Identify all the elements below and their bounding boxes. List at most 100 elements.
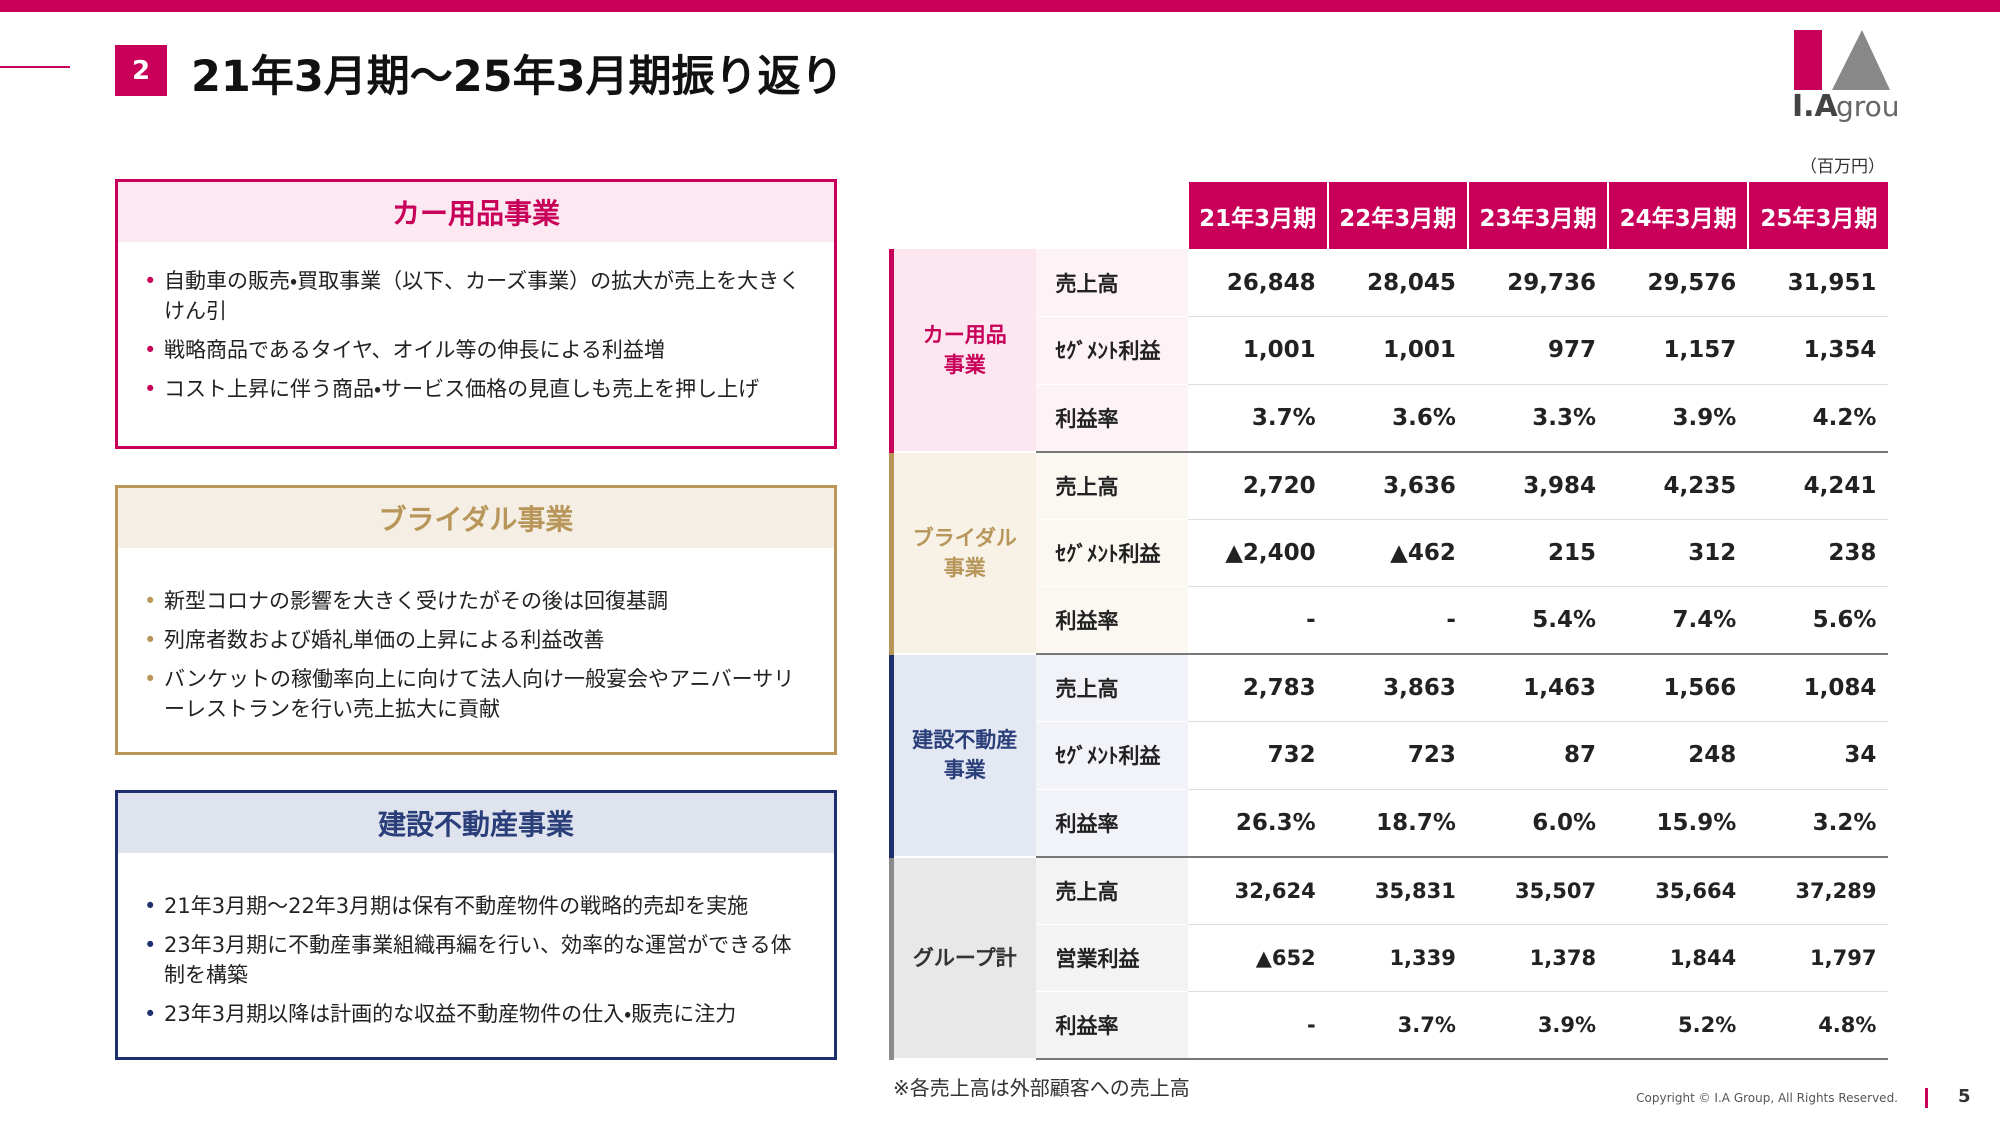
segment-name-line: 事業 — [943, 758, 986, 783]
segment-name-line: ブライダル — [912, 525, 1017, 550]
cell-value: 3.2% — [1748, 789, 1889, 858]
row-label: 利益率 — [1035, 586, 1188, 655]
cell-value: 2,720 — [1187, 451, 1328, 520]
segment-name-line: グループ計 — [912, 945, 1017, 970]
table-row: 利益率 - -5.4% 7.4% 5.6% — [892, 586, 1889, 655]
cell-value: 1,339 — [1327, 924, 1468, 992]
bullet: バンケットの稼働率向上に向けて法人向け一般宴会やアニバーサリーレストランを行い売… — [144, 664, 812, 724]
blank — [1036, 182, 1188, 249]
table-row: 利益率 26.3% 18.7% 6.0% 15.9% 3.2% — [892, 789, 1889, 858]
cell-value: 723 — [1327, 721, 1468, 790]
cell-value: 35,507 — [1467, 856, 1609, 925]
segment-name-line: 建設不動産 — [912, 728, 1018, 753]
cell-value: 29,576 — [1608, 249, 1749, 317]
cell-value: 3.9% — [1608, 384, 1749, 453]
cell-value: - — [1187, 586, 1328, 655]
cell-value: 3.6% — [1327, 384, 1468, 453]
row-label: ｾｸﾞﾒﾝﾄ利益 — [1035, 721, 1188, 790]
unit: （百万円） — [1800, 157, 1885, 177]
panel: 建設不動産事業 21年3月期～22年3月期は保有不動産物件の戦略的売却を実施 23年… — [115, 790, 837, 1060]
segment-name: ブライダル 事業 — [889, 451, 1036, 655]
cell-value: 37,289 — [1748, 856, 1889, 925]
top-bar — [0, 0, 2000, 12]
row-label: 売上高 — [1035, 856, 1188, 925]
panel-title: カー用品事業 — [118, 182, 834, 242]
table-row: ｾｸﾞﾒﾝﾄ利益 ▲2,400 ▲462 215 312 238 — [892, 519, 1889, 587]
row-label: 利益率 — [1035, 991, 1188, 1060]
cell-value: 15.9% — [1608, 789, 1749, 858]
cell-value: 6.0% — [1467, 789, 1609, 858]
cell-value: ▲652 — [1187, 924, 1328, 992]
row-label: 売上高 — [1035, 654, 1188, 722]
cell-value: 3,984 — [1467, 451, 1609, 520]
cell-value: 26,848 — [1187, 249, 1328, 317]
bullet: 23年3月期に不動産事業組織再編を行い、効率的な運営ができる体制を構築 — [144, 930, 812, 990]
cell-value: 1,001 — [1187, 316, 1328, 385]
cell-value: 31,951 — [1748, 249, 1889, 317]
accent-line — [0, 66, 70, 68]
bullet: 列席者数および婚礼単価の上昇による利益改善 — [144, 625, 812, 655]
header-row: 21年3月期 22年3月期 23年3月期 24年3月期 25年3月期 — [892, 182, 1889, 249]
bullet-list: 自動車の販売・買取事業（以下、カーズ事業）の拡大が売上を大きくけん引戦略商品であ… — [118, 242, 834, 404]
cell-value: 238 — [1748, 519, 1889, 587]
cell-value: 7.4% — [1608, 586, 1749, 655]
table-row: ｾｸﾞﾒﾝﾄ利益 1,001 1,001 977 1,157 1,354 — [892, 316, 1889, 385]
cell-value: 3,636 — [1327, 451, 1468, 520]
cell-value: 32,624 — [1187, 856, 1328, 925]
cell-value: - — [1187, 991, 1328, 1060]
cell-value: 1,084 — [1748, 654, 1889, 722]
cell-value: 4,241 — [1748, 451, 1889, 520]
row-label: 利益率 — [1035, 789, 1188, 858]
panel: カー用品事業自動車の販売・買取事業（以下、カーズ事業）の拡大が売上を大きくけん引… — [115, 179, 837, 449]
cell-value: 4.2% — [1748, 384, 1889, 453]
cell-value: 1,797 — [1748, 924, 1889, 992]
column-header: 23年3月期 — [1466, 182, 1609, 249]
cell-value: 3.3% — [1467, 384, 1609, 453]
cell-value: 26.3% — [1187, 789, 1328, 858]
page-number: 5 — [1958, 1086, 1971, 1107]
cell-value: 4.8% — [1748, 991, 1889, 1060]
cell-value: 1,844 — [1608, 924, 1749, 992]
cell-value: 18.7% — [1327, 789, 1468, 858]
row-label: 営業利益 — [1035, 924, 1188, 992]
cell-value: 34 — [1748, 721, 1889, 790]
cell-value: 732 — [1187, 721, 1328, 790]
panel: ブライダル事業新型コロナの影響を大きく受けたがその後は回復基調列席者数および婚礼… — [115, 485, 837, 755]
column-header: 21年3月期 — [1186, 182, 1328, 249]
row-label: ｾｸﾞﾒﾝﾄ利益 — [1035, 519, 1188, 587]
cell-value: 1,354 — [1748, 316, 1889, 385]
cell-value: 3.7% — [1187, 384, 1328, 453]
table-row: 建設不動産 事業 売上高 2,783 3,863 1,463 1,566 1,084 — [889, 654, 1889, 858]
copyright: Copyright © I.A Group, All Rights Reserv… — [1636, 1091, 1898, 1105]
table-row: 利益率 -3.7% 3.9% 5.2% 4.8% — [892, 991, 1889, 1060]
footnote: ※各売上高は外部顧客への売上高 — [893, 1076, 1190, 1100]
bullet-list: 新型コロナの影響を大きく受けたがその後は回復基調列席者数および婚礼単価の上昇によ… — [118, 548, 834, 724]
cell-value: 4,235 — [1608, 451, 1749, 520]
bullet: 新型コロナの影響を大きく受けたがその後は回復基調 — [144, 586, 812, 616]
cell-value: ▲462 — [1327, 519, 1468, 587]
cell-value: 1,566 — [1608, 654, 1749, 722]
panel-title: ブライダル事業 — [118, 488, 834, 548]
logo: I.A group — [1792, 30, 1900, 124]
bullet: 21年3月期～22年3月期は保有不動産物件の戦略的売却を実施 — [144, 891, 812, 921]
results-table: 21年3月期 22年3月期 23年3月期 24年3月期 25年3月期 カー用品 事業 売上高 2… — [889, 182, 1889, 1060]
title: 21年3月期～25年3月期振り返り — [191, 52, 844, 102]
table-row: 利益率 3.7% 3.6% 3.3% 3.9% 4.2% — [892, 384, 1889, 453]
table-row: カー用品 事業 売上高 26,848 28,045 29,736 29,576 31,951 — [889, 249, 1889, 453]
cell-value: 248 — [1608, 721, 1749, 790]
cell-value: 35,664 — [1608, 856, 1749, 925]
cell-value: - — [1327, 586, 1468, 655]
cell-value: 5.2% — [1608, 991, 1749, 1060]
cell-value: 1,001 — [1327, 316, 1468, 385]
segment-name-line: カー用品 — [922, 322, 1007, 347]
segment-name: カー用品 事業 — [889, 249, 1036, 453]
logo-text: group — [1836, 90, 1900, 123]
cell-value: 1,463 — [1467, 654, 1609, 722]
segment-name-line: 事業 — [943, 352, 986, 377]
bullet: 自動車の販売・買取事業（以下、カーズ事業）の拡大が売上を大きくけん引 — [144, 266, 812, 326]
cell-value: ▲2,400 — [1187, 519, 1328, 587]
bullet: コスト上昇に伴う商品・サービス価格の見直しも売上を押し上げ — [144, 374, 812, 404]
segment-name: 建設不動産 事業 — [889, 654, 1036, 858]
cell-value: 1,157 — [1608, 316, 1749, 385]
cell-value: 35,831 — [1327, 856, 1468, 925]
